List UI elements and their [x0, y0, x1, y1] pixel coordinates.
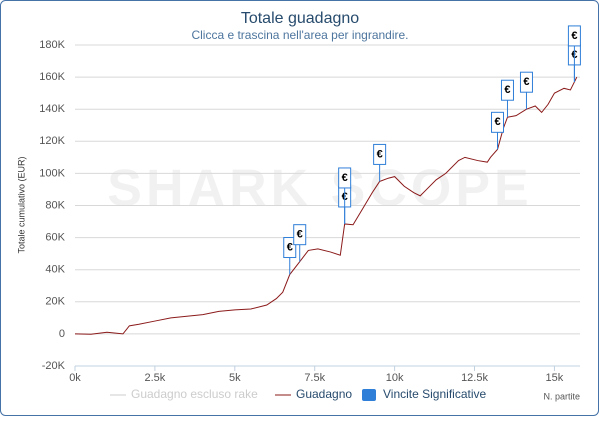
- legend-label: Guadagno escluso rake: [131, 387, 258, 401]
- flag: €: [293, 224, 307, 262]
- flag-label: €: [504, 84, 510, 96]
- x-tick-label: 0k: [69, 372, 81, 384]
- flag: €: [519, 71, 533, 110]
- flag-box: [338, 167, 352, 189]
- y-tick-label: 160K: [39, 71, 65, 83]
- y-tick-label: 20K: [45, 296, 65, 308]
- x-tick-label: 2.5k: [145, 372, 166, 384]
- y-tick-label: 40K: [45, 264, 65, 276]
- flag-box: [519, 71, 533, 93]
- flag-label: €: [342, 172, 348, 184]
- flag: €: [338, 167, 352, 224]
- y-tick-label: 100K: [39, 167, 65, 179]
- flag: €: [283, 237, 297, 275]
- y-tick-label: 180K: [39, 39, 65, 51]
- flag-box: [283, 237, 297, 259]
- flag: €: [491, 111, 505, 150]
- x-tick-label: 10k: [386, 372, 404, 384]
- x-axis-title: N. partite: [543, 391, 580, 401]
- flag-box: [567, 25, 581, 47]
- x-tick-label: 12.5k: [461, 372, 488, 384]
- watermark: SHARK SCOPE: [107, 160, 532, 218]
- flag: €: [500, 79, 514, 118]
- flag-label: €: [523, 76, 529, 88]
- x-tick-label: 5k: [229, 372, 241, 384]
- y-tick-label: 120K: [39, 135, 65, 147]
- flag-label: €: [571, 30, 577, 42]
- legend-swatch: [362, 389, 376, 401]
- flag: €: [567, 25, 581, 82]
- x-tick-label: 7.5k: [304, 372, 325, 384]
- y-tick-label: -20K: [42, 360, 66, 372]
- flag-label: €: [377, 148, 383, 160]
- flag-box: [293, 224, 307, 246]
- flag-box: [500, 79, 514, 101]
- flag-box: [373, 143, 387, 165]
- flag-box: [491, 111, 505, 133]
- x-tick-label: 15k: [546, 372, 564, 384]
- flag: €: [373, 143, 387, 182]
- legend-label: Vincite Significative: [383, 387, 486, 401]
- flag-label: €: [297, 229, 303, 241]
- y-tick-label: 0: [59, 328, 65, 340]
- chart-subtitle: Clicca e trascina nell'area per ingrandi…: [191, 28, 408, 42]
- y-axis-title: Totale cumulativo (EUR): [16, 156, 26, 253]
- chart-title: Totale guadagno: [241, 10, 359, 27]
- y-tick-label: 60K: [45, 232, 65, 244]
- legend-label: Guadagno: [296, 387, 352, 401]
- y-tick-label: 80K: [45, 199, 65, 211]
- flag-label: €: [287, 241, 293, 253]
- y-tick-label: 140K: [39, 103, 65, 115]
- flag-label: €: [494, 116, 500, 128]
